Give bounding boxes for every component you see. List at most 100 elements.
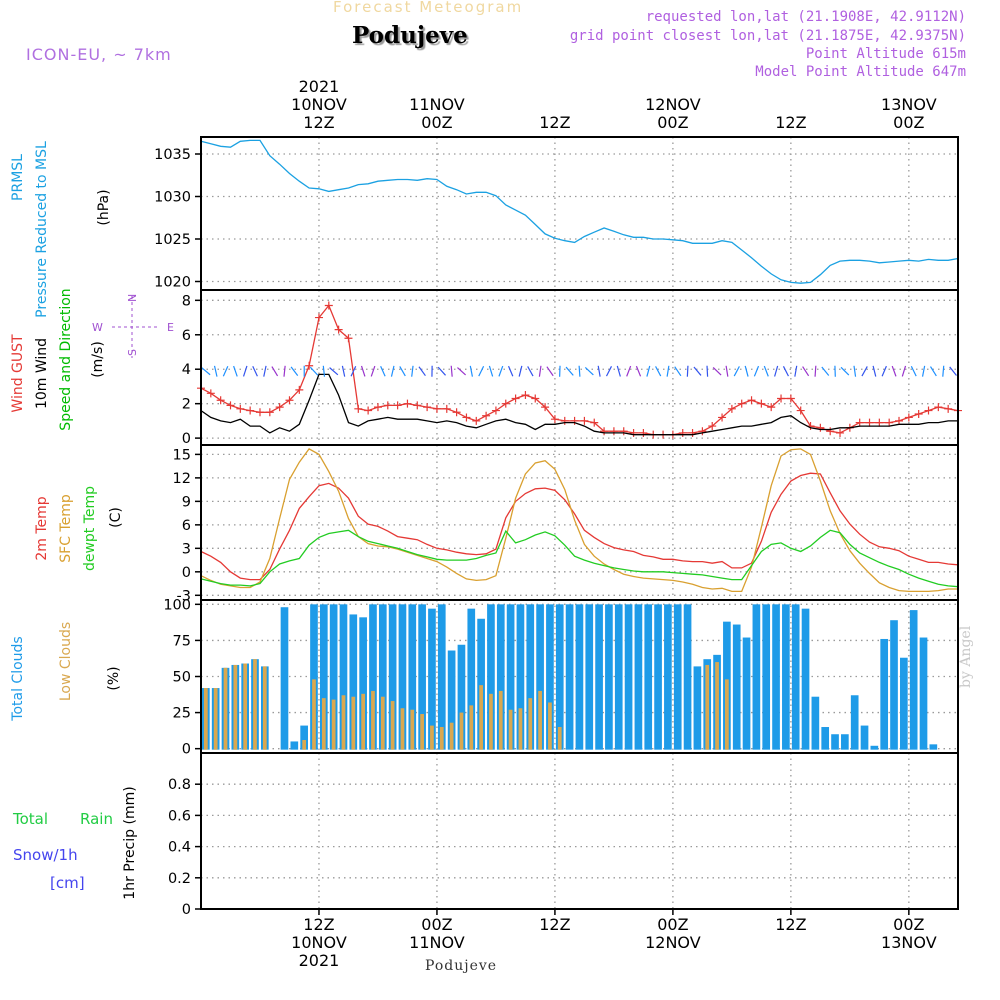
wind-direction-arrow bbox=[706, 365, 709, 377]
total-cloud-bar bbox=[428, 608, 436, 750]
wind-direction-arrow bbox=[252, 365, 258, 377]
wind-direction-arrow bbox=[380, 365, 386, 377]
low-cloud-bar bbox=[430, 725, 434, 750]
wind-direction-arrow bbox=[666, 365, 670, 377]
total-cloud-bar bbox=[516, 604, 525, 750]
top-year-label: 2021 bbox=[299, 77, 340, 96]
wind-direction-arrow bbox=[712, 366, 722, 376]
gust-marker bbox=[786, 394, 795, 403]
wind-direction-arrow bbox=[469, 365, 473, 377]
wind-direction-arrow bbox=[744, 365, 749, 377]
gust-marker bbox=[541, 403, 550, 412]
y-tick-label: 0 bbox=[182, 902, 191, 918]
gust-marker bbox=[511, 394, 520, 403]
y-tick-label: 8 bbox=[182, 293, 191, 309]
top-hour-label: 12Z bbox=[539, 113, 570, 132]
total-cloud-bar bbox=[595, 604, 603, 750]
total-cloud-bar bbox=[831, 734, 839, 750]
gust-marker bbox=[413, 401, 422, 410]
wind-direction-arrow bbox=[782, 366, 789, 377]
wind-direction-arrow bbox=[872, 365, 877, 377]
gust-marker bbox=[904, 413, 913, 422]
wind-direction-arrow bbox=[498, 365, 504, 377]
gust-marker bbox=[708, 422, 717, 431]
gust-marker bbox=[600, 427, 609, 436]
ylabel-dewpt: dewpt Temp bbox=[82, 486, 98, 571]
wind-direction-arrow bbox=[733, 366, 740, 377]
panel-precip: 0 0.2 0.4 0.6 0.8 1hr Precip (mm) Total RainSno… bbox=[12, 752, 959, 918]
low-cloud-bar bbox=[489, 693, 493, 750]
total-cloud-bar bbox=[929, 744, 938, 750]
chart-title: Forecast Meteogram bbox=[333, 0, 524, 16]
bottom-hour-label: 12Z bbox=[539, 915, 570, 934]
total-cloud-bar bbox=[300, 725, 308, 750]
low-cloud-bar bbox=[321, 698, 326, 750]
y-tick-label: 6 bbox=[182, 518, 191, 534]
series-line-2m-temp bbox=[200, 472, 959, 581]
bottom-hour-label: 12Z bbox=[303, 915, 334, 934]
wind-direction-arrow bbox=[616, 365, 621, 377]
wind-direction-arrow bbox=[578, 365, 581, 377]
gust-marker bbox=[777, 394, 786, 403]
low-cloud-bar bbox=[371, 690, 375, 750]
total-cloud-bar bbox=[546, 604, 554, 750]
gust-marker bbox=[698, 427, 707, 436]
total-cloud-bar bbox=[782, 604, 790, 750]
low-cloud-bar bbox=[223, 667, 228, 750]
gust-marker bbox=[432, 404, 441, 413]
total-cloud-bar bbox=[811, 696, 820, 750]
wind-direction-arrow bbox=[329, 367, 339, 376]
total-cloud-bar bbox=[447, 650, 456, 750]
gust-marker bbox=[639, 428, 648, 437]
low-cloud-bar bbox=[341, 695, 346, 750]
wind-direction-arrow bbox=[360, 365, 366, 377]
total-cloud-bar bbox=[359, 617, 367, 750]
y-tick-label: -3 bbox=[177, 588, 191, 604]
wind-direction-arrow bbox=[370, 365, 376, 377]
wind-direction-arrow bbox=[881, 365, 887, 377]
gridpoint-coords: grid point closest lon,lat (21.1875E, 42… bbox=[569, 28, 966, 44]
ylabel-wind: 10m Wind bbox=[34, 338, 50, 409]
y-tick-label: 1030 bbox=[154, 190, 191, 206]
total-cloud-bar bbox=[624, 604, 633, 750]
y-tick-label: 4 bbox=[182, 362, 191, 378]
gust-marker bbox=[344, 334, 353, 343]
panel-temperature: -3 0 3 6 9 12 15 2m Temp SFC Temp dewpt Temp (C) bbox=[34, 444, 959, 604]
y-tick-label: 1020 bbox=[154, 275, 191, 291]
wind-direction-arrow bbox=[538, 365, 542, 377]
gust-marker bbox=[324, 301, 333, 310]
total-cloud-bar bbox=[880, 638, 889, 750]
total-cloud-bar bbox=[378, 604, 387, 750]
wind-direction-arrow bbox=[584, 367, 594, 376]
wind-direction-arrow bbox=[821, 366, 830, 376]
gust-marker bbox=[206, 389, 215, 398]
total-cloud-bar bbox=[457, 644, 466, 750]
y-tick-label: 1035 bbox=[154, 147, 191, 163]
gust-marker bbox=[482, 411, 491, 420]
gust-marker bbox=[688, 428, 697, 437]
total-cloud-bar bbox=[398, 604, 407, 750]
total-cloud-bar bbox=[408, 604, 417, 750]
wind-direction-arrow bbox=[478, 366, 485, 377]
series-line-10m-wind bbox=[200, 373, 958, 436]
legend-snow: Snow/1h bbox=[13, 846, 78, 864]
gust-marker bbox=[531, 394, 540, 403]
series-line-prmsl bbox=[200, 139, 959, 284]
gust-marker bbox=[393, 401, 402, 410]
wind-direction-arrow bbox=[942, 365, 945, 377]
top-date-label: 11NOV bbox=[409, 95, 465, 114]
total-cloud-bar bbox=[791, 604, 800, 750]
total-cloud-bar bbox=[565, 604, 574, 750]
wind-direction-arrow bbox=[390, 365, 395, 377]
y-tick-label: 100 bbox=[163, 597, 191, 613]
gust-marker bbox=[226, 401, 235, 410]
compass-w: W bbox=[92, 321, 103, 334]
bottom-hour-label: 12Z bbox=[775, 915, 806, 934]
series-line-dewpt-temp bbox=[200, 529, 959, 588]
wind-direction-arrow bbox=[693, 366, 702, 376]
total-cloud-bar bbox=[850, 695, 859, 750]
requested-coords: requested lon,lat (21.1908E, 42.9112N) bbox=[645, 9, 966, 25]
ylabel-unit: (C) bbox=[108, 507, 124, 528]
wind-direction-arrow bbox=[686, 365, 689, 377]
